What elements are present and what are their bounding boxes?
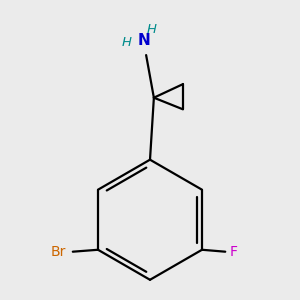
Text: H: H	[122, 36, 132, 49]
Text: N: N	[138, 33, 151, 48]
Text: F: F	[230, 245, 238, 259]
Text: Br: Br	[50, 245, 66, 259]
Text: H: H	[146, 23, 156, 36]
